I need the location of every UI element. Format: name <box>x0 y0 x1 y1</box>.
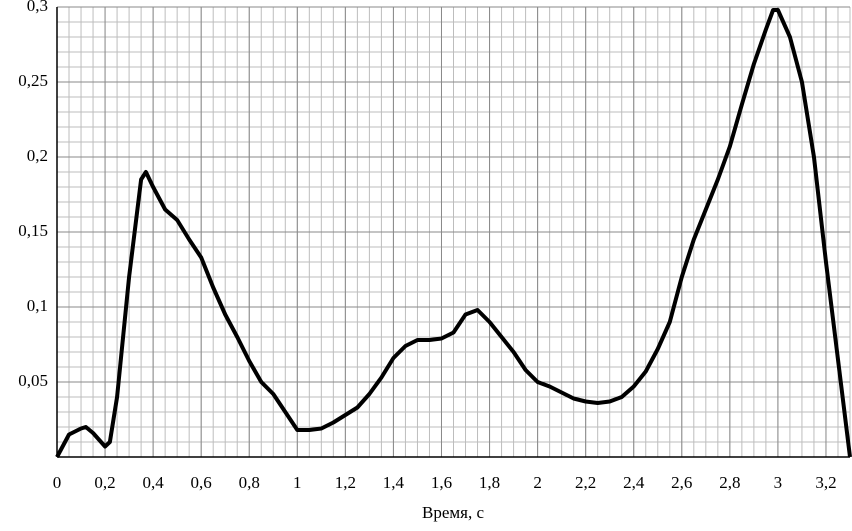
y-tick-label: 0,25 <box>18 71 48 90</box>
x-tick-label: 3,2 <box>815 473 836 492</box>
x-tick-label: 0,8 <box>239 473 260 492</box>
x-tick-label: 0 <box>53 473 62 492</box>
y-tick-label: 0,1 <box>27 296 48 315</box>
x-tick-label: 1,8 <box>479 473 500 492</box>
x-tick-label: 2,4 <box>623 473 645 492</box>
x-tick-label: 1,2 <box>335 473 356 492</box>
x-tick-label: 0,2 <box>94 473 115 492</box>
y-tick-label: 0,05 <box>18 371 48 390</box>
data-line <box>55 8 852 458</box>
x-tick-label: 1 <box>293 473 302 492</box>
x-axis-title: Время, с <box>422 503 484 522</box>
x-tick-label: 2,2 <box>575 473 596 492</box>
x-tick-label: 2,8 <box>719 473 740 492</box>
x-tick-label: 0,4 <box>142 473 164 492</box>
x-tick-label: 1,4 <box>383 473 405 492</box>
y-tick-label: 0,15 <box>18 221 48 240</box>
y-tick-label: 0,3 <box>27 0 48 15</box>
x-tick-label: 2,6 <box>671 473 692 492</box>
y-tick-label: 0,2 <box>27 146 48 165</box>
x-tick-label: 2 <box>533 473 542 492</box>
x-tick-label: 1,6 <box>431 473 452 492</box>
x-tick-label: 0,6 <box>191 473 212 492</box>
x-tick-label: 3 <box>774 473 783 492</box>
